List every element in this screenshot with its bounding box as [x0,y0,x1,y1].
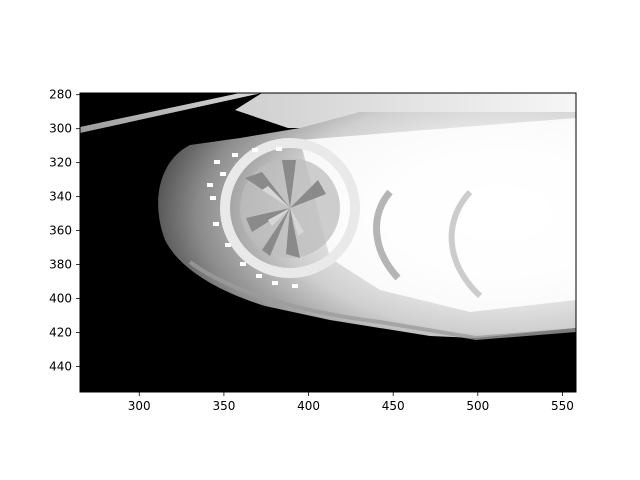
x-tick-label: 550 [551,399,574,413]
y-tick-label: 380 [49,258,72,272]
x-tick-label: 350 [212,399,235,413]
image-vent-dots [207,147,298,288]
image-diagonal-stripe [80,93,262,133]
image-bright-core [300,118,576,312]
x-tick-label: 400 [297,399,320,413]
y-tick-label: 440 [49,360,72,374]
image-intake-ring [220,138,360,278]
y-tick-label: 340 [49,190,72,204]
y-tick-label: 280 [49,88,72,102]
image-blade-highlights [262,186,304,236]
rendered-image [80,93,576,341]
axes-frame [79,92,577,393]
x-tick-label: 300 [128,399,151,413]
y-tick-label: 320 [49,156,72,170]
y-tick-label: 360 [49,224,72,238]
y-tick-label: 420 [49,326,72,340]
image-lower-edge [188,260,576,341]
y-axis: 280 300 320 340 360 380 400 420 440 [49,88,80,374]
plot-area [79,92,577,393]
y-tick-label: 300 [49,122,72,136]
x-axis: 300 350 400 450 500 550 [128,392,574,413]
image-rear-panel-1 [373,189,401,281]
x-tick-label: 500 [466,399,489,413]
y-tick-label: 400 [49,292,72,306]
x-tick-label: 450 [382,399,405,413]
image-rear-panel-2 [448,189,483,299]
